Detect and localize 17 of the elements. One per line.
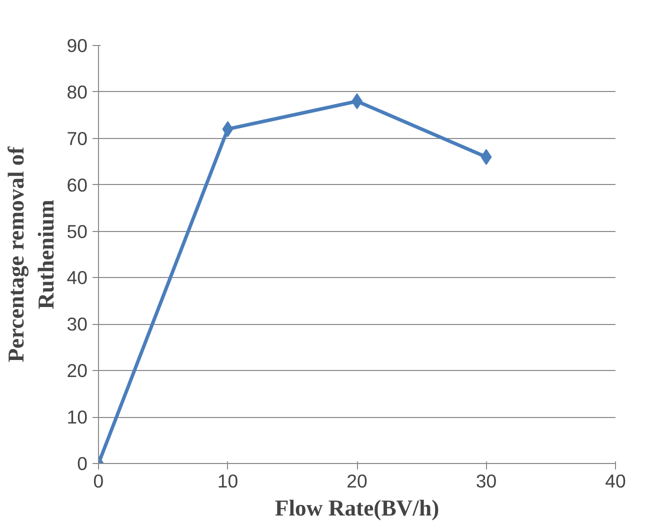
y-tick-label: 70 <box>66 128 88 149</box>
y-tick-label: 50 <box>66 220 88 242</box>
y-tick-label: 0 <box>77 453 88 474</box>
y-tick-label: 90 <box>66 35 88 56</box>
y-tick-label: 20 <box>66 360 88 382</box>
y-tick-label: 30 <box>66 314 88 335</box>
y-tick-label: 40 <box>66 267 88 288</box>
x-axis-title: Flow Rate(BV/h) <box>274 496 440 520</box>
y-tick-label: 60 <box>66 174 88 196</box>
x-tick-label: 30 <box>476 470 497 492</box>
y-tick-label: 10 <box>66 406 88 428</box>
y-axis-title: Percentage removal of Ruthenium <box>4 146 59 362</box>
x-tick-label: 0 <box>93 470 104 492</box>
y-tick-label: 80 <box>66 81 88 102</box>
x-tick-label: 20 <box>346 470 368 492</box>
x-tick-label: 10 <box>217 470 238 492</box>
x-tick-label: 40 <box>605 470 626 492</box>
